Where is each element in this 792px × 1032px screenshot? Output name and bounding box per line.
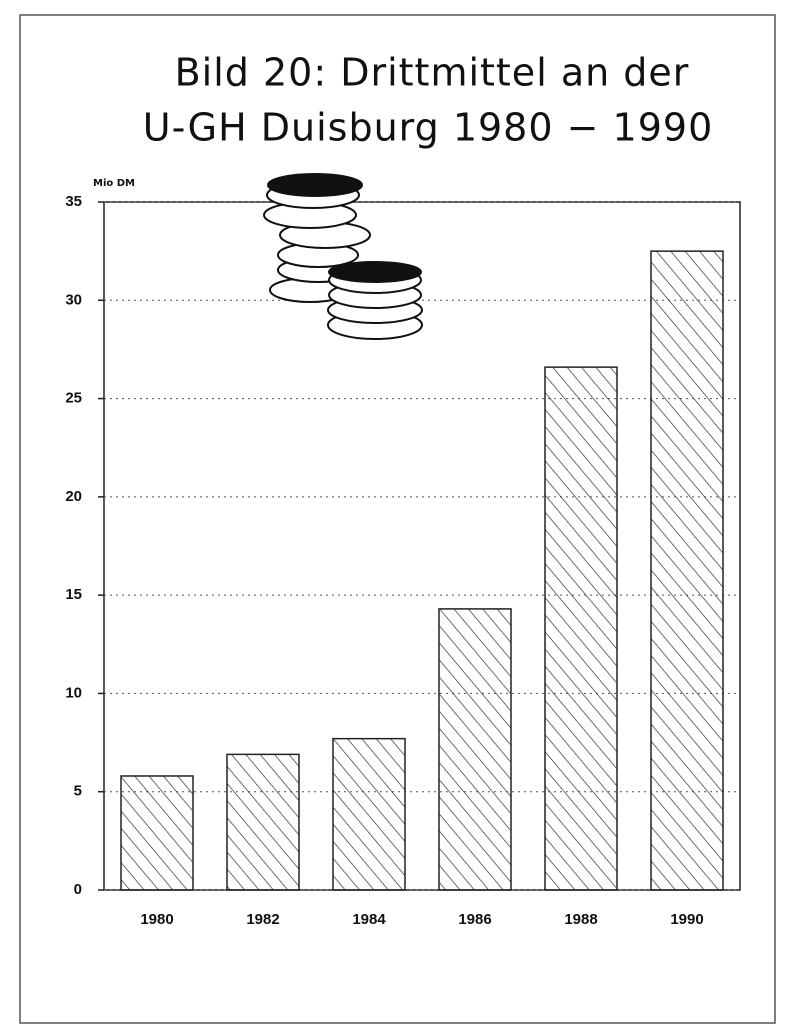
chart-title: U-GH Duisburg 1980 − 1990 (143, 106, 714, 150)
x-tick-label: 1980 (140, 911, 173, 928)
x-tick-label: 1984 (352, 911, 386, 928)
page: Bild 20: Drittmittel an der U-GH Duisbur… (0, 0, 792, 1032)
y-tick-label: 15 (65, 586, 82, 603)
coins-illustration (264, 174, 422, 339)
y-tick-label: 10 (65, 684, 82, 701)
plot-border (104, 202, 740, 890)
y-tick-label: 20 (65, 488, 82, 505)
bar (227, 754, 299, 890)
y-tick-label: 5 (74, 783, 82, 800)
y-tick-label: 0 (74, 881, 82, 898)
bar (333, 739, 405, 890)
x-tick-label: 1986 (458, 911, 491, 928)
y-tick-label: 25 (65, 390, 82, 407)
x-tick-label: 1988 (564, 911, 597, 928)
bar (121, 776, 193, 890)
x-tick-label: 1990 (670, 911, 703, 928)
y-tick-label: 30 (65, 291, 82, 308)
bar (651, 251, 723, 890)
x-tick-label: 1982 (246, 911, 279, 928)
chart: Bild 20: Drittmittel an der U-GH Duisbur… (0, 0, 792, 1028)
bar (545, 367, 617, 890)
bar (439, 609, 511, 890)
chart-title: Bild 20: Drittmittel an der (175, 51, 690, 95)
y-tick-label: 35 (65, 193, 82, 210)
y-axis-label: Mio DM (93, 178, 135, 189)
